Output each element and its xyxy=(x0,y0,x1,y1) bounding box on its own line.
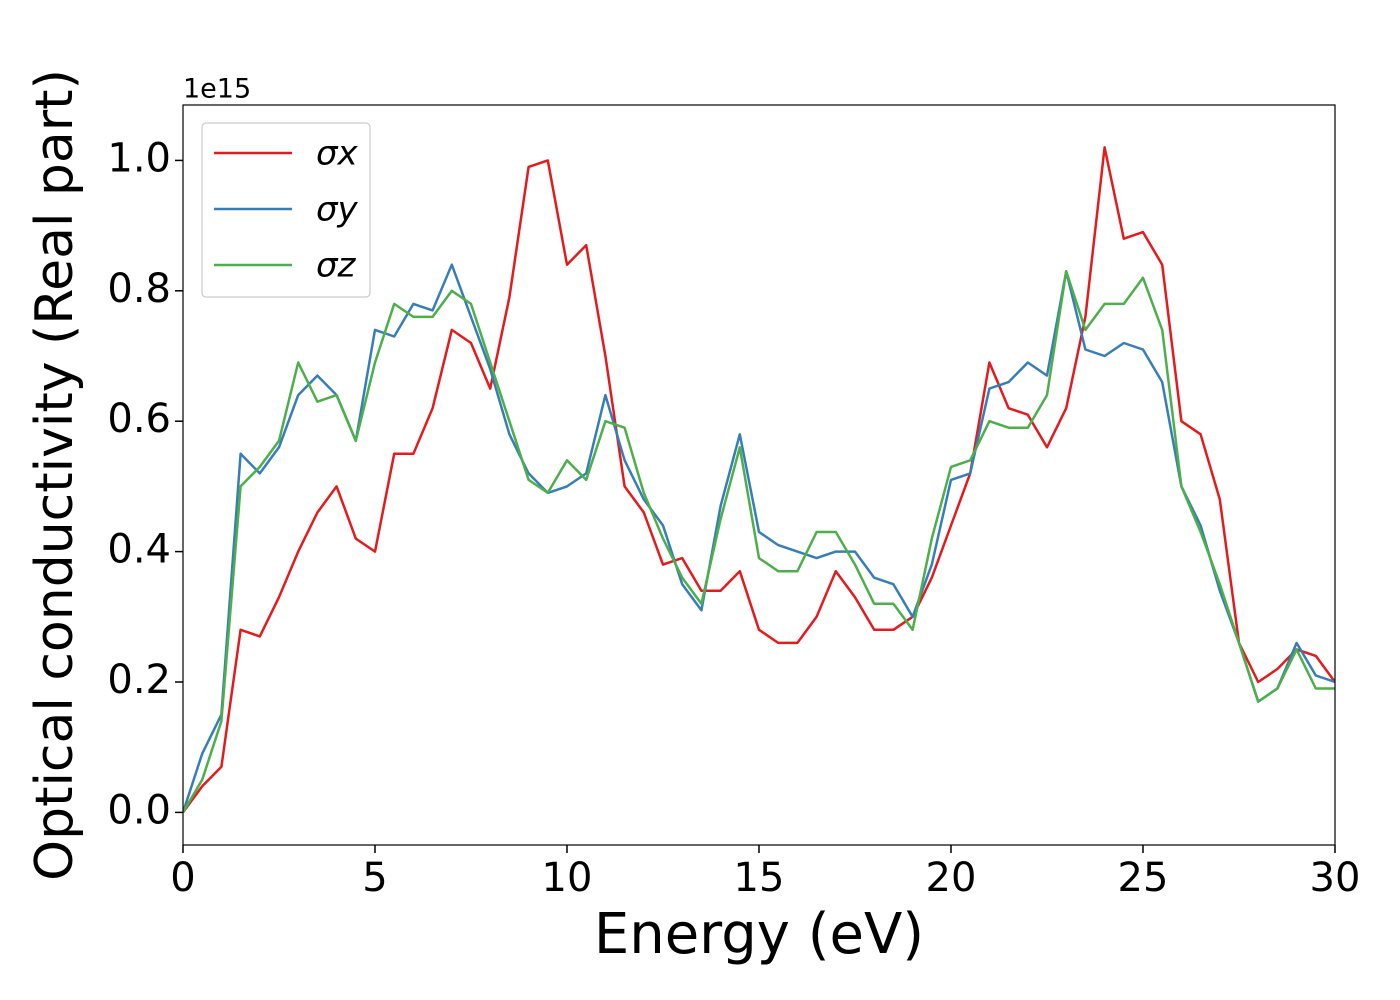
y-axis-label: Optical conductivity (Real part) xyxy=(25,69,85,881)
y-tick-label: 0.4 xyxy=(107,527,171,573)
x-tick-label: 30 xyxy=(1310,855,1361,901)
series-line xyxy=(183,263,1335,813)
x-tick-label: 15 xyxy=(734,855,785,901)
x-tick-label: 0 xyxy=(170,855,195,901)
y-offset-label: 1e15 xyxy=(183,74,251,105)
series-line xyxy=(183,146,1335,814)
y-tick-label: 0.6 xyxy=(107,396,171,442)
plot-frame xyxy=(182,104,1336,846)
x-tick-label: 10 xyxy=(542,855,593,901)
y-tick-label: 0.8 xyxy=(107,266,171,312)
y-tick-label: 0.0 xyxy=(107,787,171,833)
series-line xyxy=(183,270,1335,814)
y-tick-label: 0.2 xyxy=(107,657,171,703)
x-tick-label: 25 xyxy=(1118,855,1169,901)
legend-label: σy xyxy=(316,190,359,230)
x-tick-label: 5 xyxy=(362,855,387,901)
legend-label: σz xyxy=(316,246,357,286)
x-axis-label: Energy (eV) xyxy=(594,902,924,967)
legend-label: σx xyxy=(316,134,359,174)
y-tick-label: 1.0 xyxy=(107,135,171,181)
x-tick-label: 20 xyxy=(926,855,977,901)
